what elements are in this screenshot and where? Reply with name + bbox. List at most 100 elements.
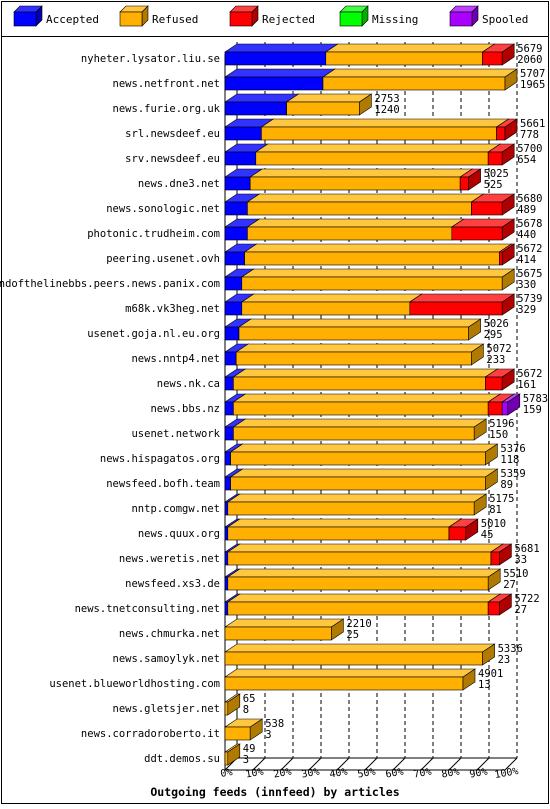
bar-segment (471, 201, 503, 216)
bar-top-face (240, 293, 423, 303)
bar-segment (224, 626, 332, 641)
bar-segment (482, 51, 503, 66)
row-label: peering.usenet.ovh (106, 253, 220, 265)
row-accepted-label: 159 (523, 404, 542, 416)
legend-swatch (449, 11, 473, 27)
x-tick-label: 60% (385, 767, 405, 781)
x-tick-label: 90% (469, 767, 489, 781)
bar-segment (224, 451, 231, 466)
bar-top-face (226, 493, 488, 503)
bar-top-face (226, 518, 462, 528)
bar-segment (496, 126, 506, 141)
row-accepted-label: 118 (500, 454, 519, 466)
bar-side-face (331, 618, 344, 641)
bar-segment (322, 76, 506, 91)
bar-segment (233, 401, 489, 416)
row-accepted-label: 33 (514, 554, 527, 566)
legend-label: Spooled (482, 13, 528, 26)
row-accepted-label: 330 (517, 279, 536, 291)
row-accepted-label: 3 (243, 754, 249, 766)
bar-top-face (226, 593, 502, 603)
bar-side-face (501, 43, 515, 66)
bar-segment (224, 501, 229, 516)
bar-segment (224, 351, 237, 366)
row-total-label: 5672 (517, 243, 542, 255)
x-tick-label: 30% (301, 767, 321, 781)
bar-top-face (254, 143, 502, 153)
bar-segment (224, 376, 234, 391)
row-label: news.chmurka.net (119, 628, 220, 640)
legend-label: Rejected (262, 13, 315, 26)
bar-side-face (227, 693, 241, 716)
bar-side-face (487, 568, 501, 591)
x-tick-label: 80% (441, 767, 461, 781)
bar-segment (224, 176, 251, 191)
row-accepted-label: 414 (517, 254, 536, 266)
bar-top-face (240, 268, 516, 278)
row-accepted-label: 3 (265, 729, 271, 741)
x-tick-label: 100% (494, 766, 520, 781)
row-accepted-label: 25 (346, 629, 359, 641)
row-label: news.nk.ca (157, 378, 220, 390)
legend-swatch (229, 11, 253, 27)
bar-side-face (462, 668, 476, 691)
legend-label: Refused (152, 13, 198, 26)
row-accepted-label: 161 (517, 379, 536, 391)
row-total-label: 5196 (489, 418, 514, 430)
row-accepted-label: 489 (517, 204, 536, 216)
bar-segment (227, 601, 489, 616)
row-accepted-label: 13 (478, 679, 491, 691)
bar-segment (255, 151, 489, 166)
bar-top-face (229, 443, 499, 453)
row-accepted-label: 778 (520, 129, 539, 141)
bar-top-face (324, 43, 496, 53)
row-total-label: 5175 (489, 493, 514, 505)
bar-side-face (485, 443, 498, 466)
bar-side-face (227, 743, 241, 766)
legend-swatch (339, 11, 363, 27)
row-label: ddt.demos.su (144, 753, 220, 765)
row-accepted-label: 233 (486, 354, 505, 366)
bar-segment (224, 401, 234, 416)
row-total-label: 5678 (517, 218, 542, 230)
bar-segment (224, 76, 324, 91)
floor-tick (280, 757, 294, 771)
bar-segment (224, 576, 229, 591)
bar-segment (244, 251, 500, 266)
row-total-label: 4901 (478, 668, 503, 680)
legend-label: Missing (372, 13, 418, 26)
row-accepted-label: 654 (517, 154, 536, 166)
bar-top-face (235, 343, 485, 353)
bar-segment (230, 476, 486, 491)
bar-segment (224, 301, 243, 316)
row-label: photonic.trudheim.com (87, 228, 220, 240)
floor-tick (252, 757, 266, 771)
row-total-label: 5707 (520, 68, 545, 80)
row-label: usenet.goja.nl.eu.org (87, 328, 220, 340)
bar-segment (485, 376, 503, 391)
x-tick-label: 50% (357, 767, 377, 781)
bar-segment (230, 451, 486, 466)
row-label: nntp.comgw.net (131, 503, 220, 515)
bar-segment (224, 276, 243, 291)
row-total-label: 5510 (503, 568, 528, 580)
bar-segment (247, 201, 472, 216)
bar-segment (224, 476, 231, 491)
bar-side-face (501, 368, 515, 391)
bar-segment (224, 726, 251, 741)
bar-side-face (473, 418, 487, 441)
row-accepted-label: 2060 (517, 54, 542, 66)
bar-segment (224, 326, 240, 341)
bar-segment (487, 401, 503, 416)
bar-side-face (471, 343, 484, 366)
row-total-label: 5739 (517, 293, 542, 305)
bar-side-face (465, 518, 479, 541)
bar-side-face (473, 493, 487, 516)
row-accepted-label: 8 (243, 704, 249, 716)
row-accepted-label: 440 (517, 229, 536, 241)
bar-segment (224, 101, 287, 116)
bar-side-face (501, 293, 515, 316)
bar-top-face (238, 318, 482, 328)
row-total-label: 5025 (484, 168, 509, 180)
legend-label: Accepted (46, 13, 99, 26)
